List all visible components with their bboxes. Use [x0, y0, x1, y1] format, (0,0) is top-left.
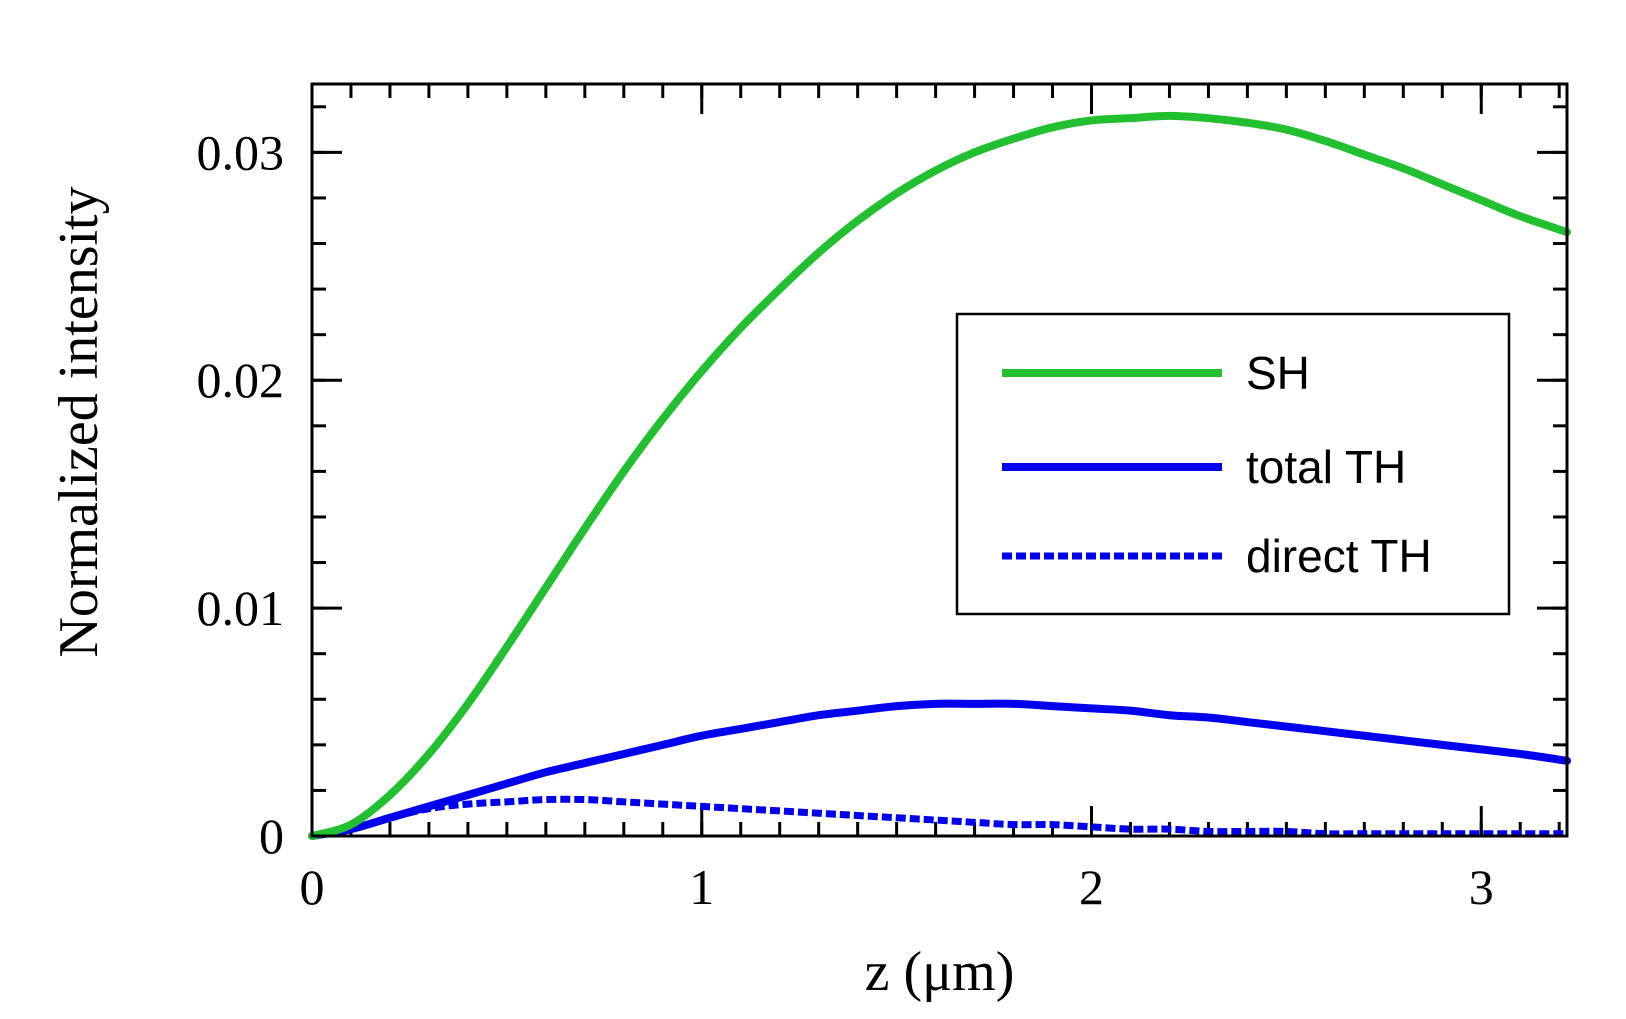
x-tick-label: 1 — [689, 859, 714, 915]
legend-label: direct TH — [1246, 530, 1432, 582]
legend-label: total TH — [1246, 441, 1406, 493]
y-tick-label: 0.02 — [197, 352, 285, 408]
series-line-direct-th — [311, 795, 1567, 840]
y-tick-label: 0.03 — [197, 124, 285, 180]
plot-frame — [310, 82, 1569, 838]
series-lines — [308, 111, 1571, 840]
x-axis-label: z (μm) — [865, 941, 1015, 1003]
series-line-sh — [308, 111, 1571, 840]
legend-label: SH — [1246, 347, 1310, 399]
x-tick-label: 2 — [1079, 859, 1104, 915]
y-axis-label: Normalized intensity — [48, 186, 110, 657]
y-tick-label: 0 — [259, 808, 284, 864]
series-line-total-th — [308, 699, 1571, 840]
tick-labels: 0 1 2 3 0 0.01 0.02 0.03 — [197, 124, 1494, 915]
y-tick-label: 0.01 — [197, 580, 285, 636]
x-tick-label: 0 — [300, 859, 325, 915]
x-tick-label: 3 — [1469, 859, 1494, 915]
legend: SH total TH direct TH — [955, 312, 1511, 616]
